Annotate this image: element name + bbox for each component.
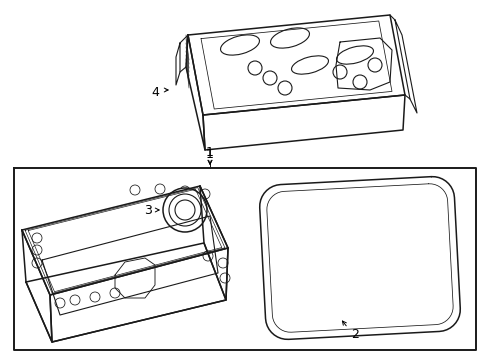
Circle shape xyxy=(32,245,42,255)
Circle shape xyxy=(200,189,210,199)
Circle shape xyxy=(32,258,42,268)
Circle shape xyxy=(90,292,100,302)
Circle shape xyxy=(130,185,140,195)
Text: 1: 1 xyxy=(206,147,214,159)
Text: 1: 1 xyxy=(206,148,214,162)
Text: 2: 2 xyxy=(351,328,359,342)
Circle shape xyxy=(220,273,230,283)
Circle shape xyxy=(203,251,213,261)
Circle shape xyxy=(32,233,42,243)
Circle shape xyxy=(70,295,80,305)
Circle shape xyxy=(110,288,120,298)
Circle shape xyxy=(175,200,195,220)
Circle shape xyxy=(218,258,228,268)
Text: 4: 4 xyxy=(151,86,159,99)
Circle shape xyxy=(169,194,201,226)
Circle shape xyxy=(155,184,165,194)
Text: 3: 3 xyxy=(144,203,152,216)
Circle shape xyxy=(55,298,65,308)
Circle shape xyxy=(163,188,207,232)
Circle shape xyxy=(180,186,190,196)
